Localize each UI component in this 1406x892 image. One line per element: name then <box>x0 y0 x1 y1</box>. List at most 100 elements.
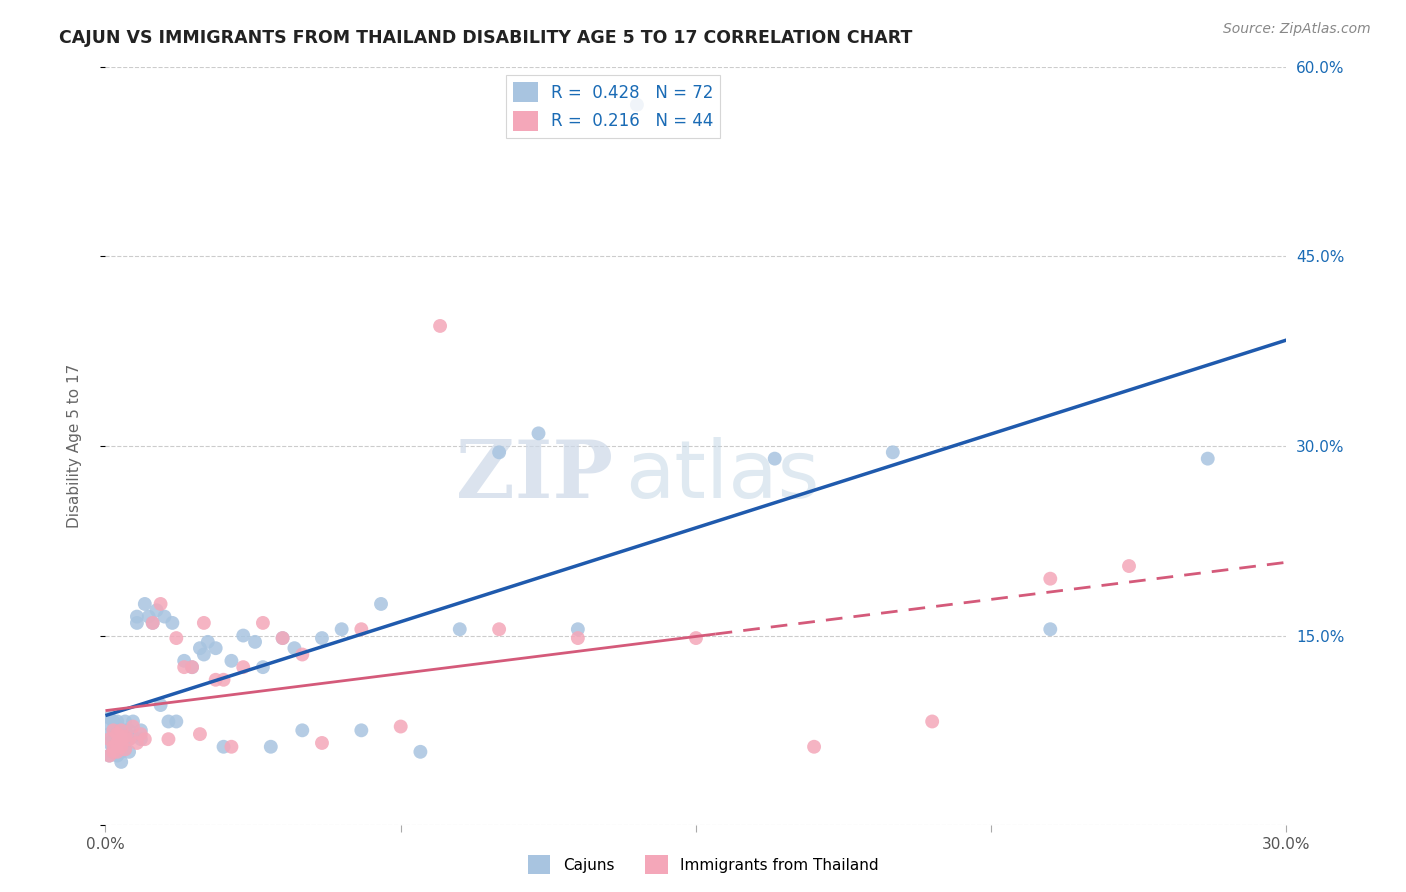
Point <box>271 631 294 645</box>
Point <box>110 723 132 738</box>
Point <box>193 648 215 662</box>
Point <box>173 654 195 668</box>
Point <box>114 714 136 729</box>
Text: Source: ZipAtlas.com: Source: ZipAtlas.com <box>1223 22 1371 37</box>
Point <box>125 615 148 630</box>
Point <box>105 739 128 754</box>
Point <box>122 730 145 744</box>
Point <box>488 445 510 459</box>
Point <box>105 714 128 729</box>
Point <box>252 615 274 630</box>
Point <box>685 631 707 645</box>
Point <box>449 622 471 636</box>
Point <box>129 727 152 741</box>
Point <box>330 622 353 636</box>
Point <box>103 739 125 754</box>
Point <box>98 711 121 725</box>
Point <box>165 631 187 645</box>
Point <box>118 732 141 747</box>
Point <box>149 597 172 611</box>
Point <box>118 723 141 738</box>
Point <box>98 748 121 763</box>
Point <box>527 426 550 441</box>
Point <box>311 736 333 750</box>
Point <box>188 727 211 741</box>
Point <box>165 714 187 729</box>
Point <box>105 730 128 744</box>
Point <box>103 745 125 759</box>
Point <box>114 730 136 744</box>
Point <box>110 745 132 759</box>
Point <box>122 714 145 729</box>
Point <box>260 739 283 754</box>
Point <box>1039 622 1062 636</box>
Point <box>212 739 235 754</box>
Point <box>409 745 432 759</box>
Legend: R =  0.428   N = 72, R =  0.216   N = 44: R = 0.428 N = 72, R = 0.216 N = 44 <box>506 75 720 137</box>
Point <box>98 748 121 763</box>
Point <box>197 635 219 649</box>
Point <box>429 318 451 333</box>
Point <box>98 717 121 731</box>
Point <box>232 660 254 674</box>
Point <box>488 622 510 636</box>
Point <box>149 698 172 712</box>
Point <box>204 673 226 687</box>
Point <box>181 660 204 674</box>
Point <box>103 732 125 747</box>
Point <box>105 736 128 750</box>
Point <box>243 635 266 649</box>
Point <box>350 723 373 738</box>
Point <box>763 451 786 466</box>
Point <box>142 615 165 630</box>
Point <box>1197 451 1219 466</box>
Point <box>145 603 167 617</box>
Point <box>134 597 156 611</box>
Point <box>188 641 211 656</box>
Point <box>103 745 125 759</box>
Point <box>1118 559 1140 574</box>
Text: CAJUN VS IMMIGRANTS FROM THAILAND DISABILITY AGE 5 TO 17 CORRELATION CHART: CAJUN VS IMMIGRANTS FROM THAILAND DISABI… <box>59 29 912 46</box>
Point <box>114 736 136 750</box>
Point <box>110 727 132 741</box>
Point <box>110 739 132 754</box>
Point <box>252 660 274 674</box>
Point <box>204 641 226 656</box>
Point <box>129 732 152 747</box>
Point <box>105 719 128 733</box>
Point <box>110 736 132 750</box>
Point <box>118 732 141 747</box>
Point <box>221 739 243 754</box>
Point <box>221 654 243 668</box>
Point <box>232 628 254 642</box>
Point <box>103 714 125 729</box>
Point <box>803 739 825 754</box>
Point <box>283 641 305 656</box>
Point <box>114 723 136 738</box>
Point <box>118 745 141 759</box>
Point <box>153 609 176 624</box>
Point <box>110 732 132 747</box>
Point <box>626 98 648 112</box>
Point <box>311 631 333 645</box>
Point <box>181 660 204 674</box>
Point <box>882 445 904 459</box>
Legend: Cajuns, Immigrants from Thailand: Cajuns, Immigrants from Thailand <box>522 849 884 880</box>
Point <box>921 714 943 729</box>
Point <box>567 631 589 645</box>
Point <box>105 748 128 763</box>
Point <box>98 727 121 741</box>
Point <box>291 648 314 662</box>
Text: atlas: atlas <box>626 437 820 516</box>
Point <box>350 622 373 636</box>
Point <box>105 745 128 759</box>
Point <box>389 719 412 733</box>
Point <box>114 742 136 756</box>
Point <box>567 622 589 636</box>
Point <box>103 736 125 750</box>
Point <box>1039 572 1062 586</box>
Point <box>138 609 160 624</box>
Point <box>98 732 121 747</box>
Point <box>142 615 165 630</box>
Point <box>125 609 148 624</box>
